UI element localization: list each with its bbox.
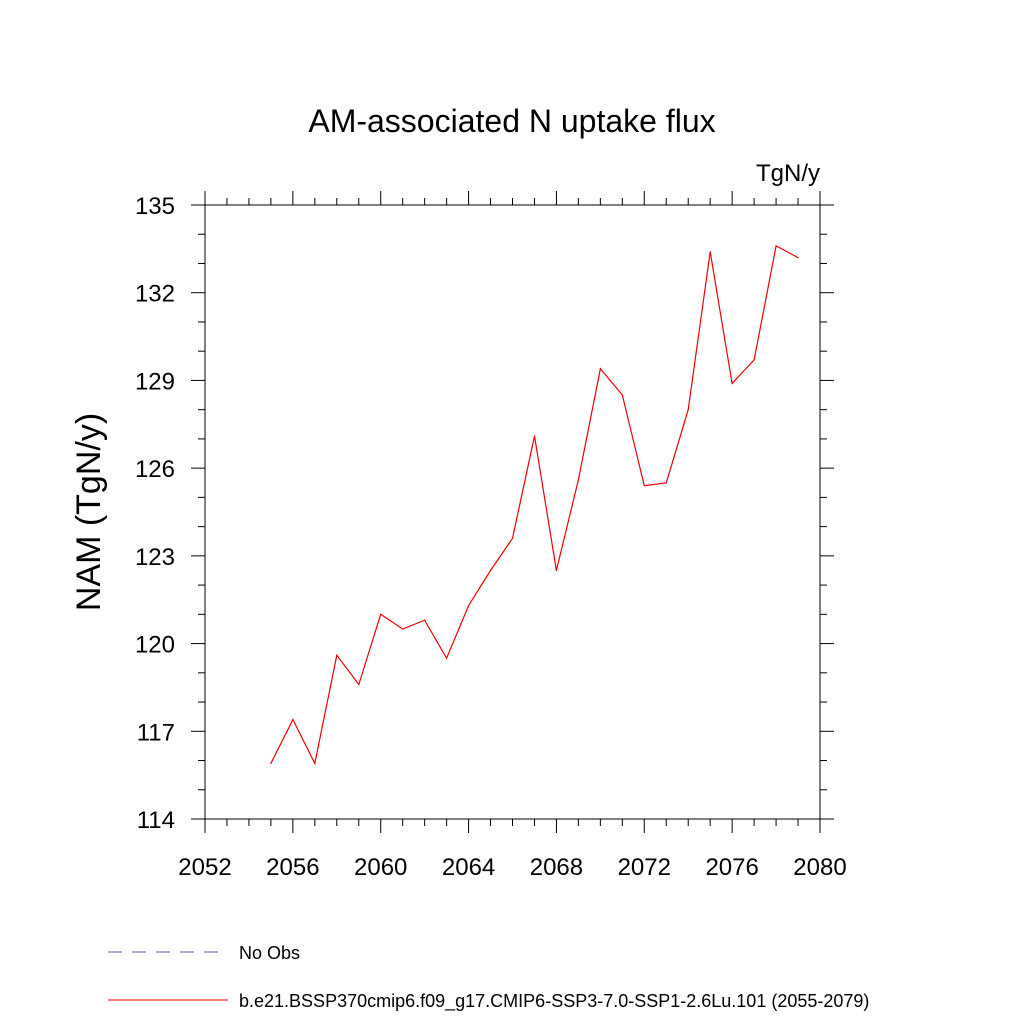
data-point [336,654,338,656]
x-tick-label: 2080 [793,854,846,881]
data-point [358,683,360,686]
data-point [665,482,667,484]
data-point [797,257,799,259]
data-point [380,613,382,615]
data-point [775,245,777,247]
x-tick-label: 2072 [618,854,671,881]
y-tick-label: 129 [135,368,175,395]
y-tick-label: 120 [135,632,175,659]
data-point [599,368,601,370]
data-point [270,762,272,765]
y-axis-label: NAM (TgN/y) [70,413,108,611]
y-tick-label: 114 [137,807,175,834]
data-point [709,251,711,253]
plot-frame [204,204,821,820]
data-point [402,628,404,630]
x-tick-label: 2052 [178,854,231,881]
data-point [489,569,492,572]
data-point [467,604,470,607]
data-point [292,718,294,721]
legend-label: b.e21.BSSP370cmip6.f09_g17.CMIP6-SSP3-7.… [239,991,869,1012]
y-tick-label: 126 [135,456,175,483]
data-point [446,657,448,659]
data-point [511,537,514,539]
units-label: TgN/y [756,160,820,187]
data-point [555,569,558,572]
legend: No Obs b.e21.BSSP370cmip6.f09_g17.CMIP6-S… [108,943,869,1012]
x-tick-label: 2060 [354,854,407,881]
y-tick-label: 117 [137,719,175,746]
series-layer [270,244,799,766]
x-tick-label: 2068 [530,854,583,881]
series-line [270,244,799,766]
data-point [731,382,733,384]
axes: 2052 2056 2060 2064 2068 2072 2076 2080 114 117 12… [135,191,847,881]
data-point [621,394,623,396]
data-point [314,762,316,765]
data-point [753,359,755,361]
y-tick-label: 123 [135,544,175,571]
x-tick-label: 2056 [266,854,319,881]
y-tick-label: 135 [135,193,175,220]
data-point [577,479,579,481]
data-point [687,409,689,411]
x-tick-label: 2064 [442,854,495,881]
data-point [643,485,645,487]
y-tick-label: 132 [135,281,175,308]
chart-title: AM-associated N uptake flux [308,103,715,139]
data-point [424,619,426,621]
data-point [533,435,536,437]
legend-label: No Obs [239,943,300,963]
x-tick-label: 2076 [705,854,758,881]
